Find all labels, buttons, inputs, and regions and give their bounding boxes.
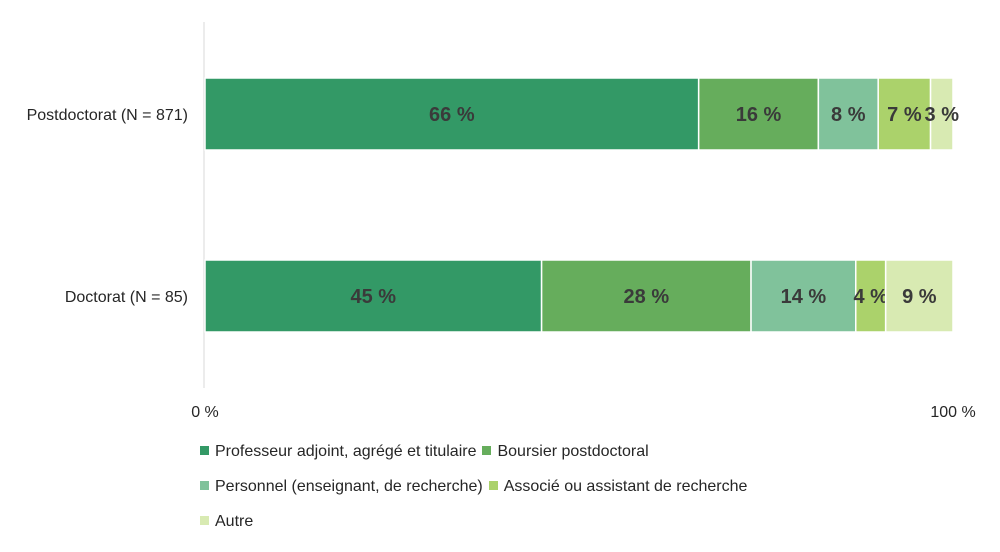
data-label-0-1: 16 %	[736, 104, 782, 126]
legend-swatch-2	[200, 481, 209, 491]
legend-label-0: Professeur adjoint, agrégé et titulaire	[215, 443, 477, 460]
data-label-1-2: 14 %	[781, 286, 827, 308]
x-tick-label-0: 0 %	[191, 404, 219, 421]
legend-item-2: Personnel (enseignant, de recherche)	[200, 478, 483, 496]
legend-label-3: Associé ou assistant de recherche	[503, 478, 748, 495]
legend-row-0: Professeur adjoint, agrégé et titulaire B…	[200, 443, 655, 461]
bar-segment-0-0	[204, 77, 700, 151]
data-label-0-0: 66 %	[429, 104, 475, 126]
bar-segment-1-0	[204, 259, 543, 333]
x-tick-labels: 0 % 100 %	[191, 404, 975, 421]
legend-swatch-4	[200, 516, 209, 526]
data-label-1-0: 45 %	[351, 286, 397, 308]
legend-row-1: Personnel (enseignant, de recherche) Asso…	[200, 478, 753, 496]
bars: 66 % 16 % 8 % 7 % 3 % 45 % 28 % 14 % 4 % 9 %	[204, 77, 960, 333]
category-label-1: Doctorat (N = 85)	[65, 289, 188, 306]
bar-segment-0-4	[929, 77, 954, 151]
bar-segment-1-4	[884, 259, 954, 333]
legend-swatch-3	[488, 481, 498, 491]
data-label-1-4: 9 %	[902, 286, 937, 308]
bar-segment-0-1	[697, 77, 820, 151]
category-labels: Postdoctorat (N = 871) Doctorat (N = 85)	[27, 107, 188, 306]
legend-label-1: Boursier postdoctoral	[497, 443, 649, 460]
bar-segment-0-2	[817, 77, 879, 151]
data-label-0-3: 7 %	[887, 104, 922, 126]
legend-swatch-1	[482, 446, 492, 456]
data-label-1-3: 4 %	[853, 286, 888, 308]
legend-label-2: Personnel (enseignant, de recherche)	[215, 478, 483, 495]
legend-label-4: Autre	[215, 513, 254, 530]
category-label-0: Postdoctorat (N = 871)	[27, 107, 188, 124]
data-label-0-2: 8 %	[831, 104, 866, 126]
data-label-0-4: 3 %	[925, 104, 960, 126]
x-tick-label-1: 100 %	[930, 404, 975, 421]
legend-row-2: Autre	[200, 513, 259, 531]
legend-swatch-0	[200, 446, 209, 456]
legend-item-1: Boursier postdoctoral	[482, 443, 649, 461]
legend-item-3: Associé ou assistant de recherche	[488, 478, 748, 496]
data-label-1-1: 28 %	[624, 286, 670, 308]
bar-segment-1-1	[540, 259, 752, 333]
legend-item-4: Autre	[200, 513, 253, 531]
legend-item-0: Professeur adjoint, agrégé et titulaire	[200, 443, 476, 461]
